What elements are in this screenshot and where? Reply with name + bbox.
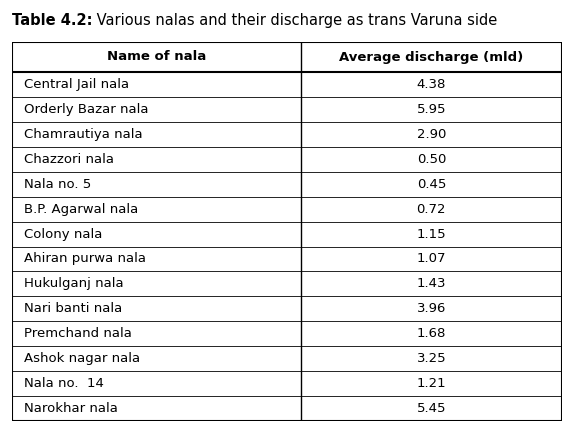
- Text: 5.95: 5.95: [417, 103, 446, 116]
- Text: 4.38: 4.38: [417, 78, 446, 91]
- Text: B.P. Agarwal nala: B.P. Agarwal nala: [24, 202, 138, 216]
- Text: 2.90: 2.90: [417, 128, 446, 141]
- Text: Central Jail nala: Central Jail nala: [24, 78, 129, 91]
- Text: 1.68: 1.68: [417, 327, 446, 340]
- Text: 0.50: 0.50: [417, 153, 446, 166]
- Text: Various nalas and their discharge as trans Varuna side: Various nalas and their discharge as tra…: [92, 13, 498, 28]
- Text: Name of nala: Name of nala: [107, 51, 206, 63]
- Text: Chamrautiya nala: Chamrautiya nala: [24, 128, 142, 141]
- Text: 5.45: 5.45: [417, 402, 446, 415]
- Text: Nala no.  14: Nala no. 14: [24, 377, 104, 390]
- Text: Nari banti nala: Nari banti nala: [24, 302, 122, 315]
- Text: 3.96: 3.96: [417, 302, 446, 315]
- Text: 1.15: 1.15: [417, 227, 446, 241]
- Text: Narokhar nala: Narokhar nala: [24, 402, 118, 415]
- Text: Average discharge (mld): Average discharge (mld): [339, 51, 523, 63]
- Text: Orderly Bazar nala: Orderly Bazar nala: [24, 103, 149, 116]
- Text: Ahiran purwa nala: Ahiran purwa nala: [24, 252, 146, 266]
- Text: Colony nala: Colony nala: [24, 227, 102, 241]
- Text: Ashok nagar nala: Ashok nagar nala: [24, 352, 140, 365]
- Text: 3.25: 3.25: [417, 352, 446, 365]
- Text: 1.43: 1.43: [417, 278, 446, 290]
- Text: 0.72: 0.72: [417, 202, 446, 216]
- Text: Chazzori nala: Chazzori nala: [24, 153, 114, 166]
- Text: 1.21: 1.21: [417, 377, 446, 390]
- Text: Hukulganj nala: Hukulganj nala: [24, 278, 123, 290]
- Text: 1.07: 1.07: [417, 252, 446, 266]
- Text: Table 4.2:: Table 4.2:: [12, 13, 92, 28]
- Text: Premchand nala: Premchand nala: [24, 327, 132, 340]
- Text: 0.45: 0.45: [417, 178, 446, 190]
- Text: Nala no. 5: Nala no. 5: [24, 178, 91, 190]
